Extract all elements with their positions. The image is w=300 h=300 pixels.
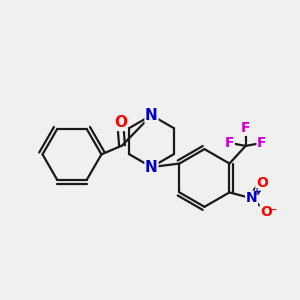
Text: F: F [225,136,234,150]
Text: F: F [257,136,267,150]
Text: O: O [260,205,272,218]
Text: O: O [256,176,268,190]
Text: +: + [253,188,261,197]
Text: O: O [114,116,127,130]
Text: N: N [145,160,158,175]
Text: F: F [241,121,250,135]
Text: −: − [268,205,278,215]
Text: N: N [246,191,257,205]
Text: N: N [145,108,158,123]
